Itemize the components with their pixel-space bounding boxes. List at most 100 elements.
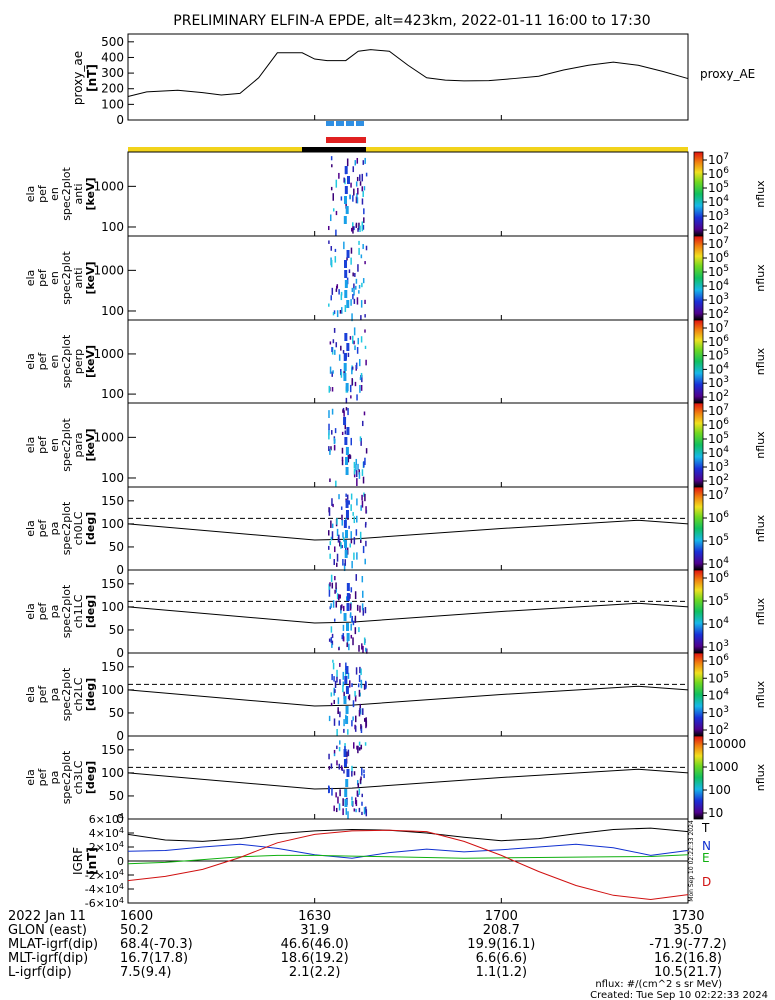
- spectrogram-pixel: [346, 603, 350, 611]
- spectrogram-pixel: [346, 769, 350, 777]
- spectrogram-pixel: [350, 182, 352, 188]
- spectrogram-pixel: [336, 562, 338, 567]
- footer-value: 50.2: [120, 923, 149, 938]
- spectrogram-pixel: [343, 520, 347, 528]
- spectrogram-pixel: [332, 312, 335, 316]
- spectrogram-pixel: [344, 280, 348, 288]
- spectrogram-pixel: [365, 720, 368, 727]
- spectrogram-pixel: [347, 672, 350, 679]
- y-tick-label: 100: [101, 304, 124, 318]
- spectrogram-pixel: [347, 454, 350, 463]
- y-tick-label: 50: [109, 623, 124, 637]
- spectrogram-pixel: [351, 615, 353, 622]
- spectrogram-pixel: [338, 594, 340, 601]
- loss-cone-solid: [127, 768, 689, 790]
- igrf-D-line: [127, 829, 689, 901]
- spectrogram-pixel: [359, 384, 361, 393]
- spectrogram-pixel: [343, 536, 345, 542]
- x-tick-label: 1630: [298, 909, 331, 924]
- spectrogram-pixel: [358, 284, 361, 289]
- spectrogram-pixel: [343, 196, 347, 204]
- y-tick-label: 0: [117, 855, 124, 868]
- y-axis-label: anti: [72, 267, 85, 288]
- spectrogram-pixel: [332, 600, 335, 608]
- spectrogram-pixel: [351, 378, 353, 386]
- spectrogram-pixel: [330, 692, 333, 697]
- spectrogram-pixel: [354, 345, 356, 351]
- spectrogram-pixel: [329, 214, 332, 222]
- spectrogram-pixel: [351, 796, 353, 801]
- spectrogram-pixel: [350, 587, 353, 593]
- spectrogram-pixel: [338, 720, 340, 726]
- spectrogram-pixel: [343, 719, 345, 727]
- spectrogram-pixel: [365, 359, 367, 366]
- spectrogram-pixel: [364, 314, 366, 318]
- spectrogram-pixel: [360, 300, 363, 308]
- y-axis-label: en: [48, 187, 61, 201]
- igrf-T-line: [127, 827, 689, 842]
- spectrogram-pixel: [348, 500, 350, 505]
- footer-row-label: 2022 Jan 11: [8, 909, 86, 924]
- spectrogram-pixel: [345, 706, 349, 714]
- spectrogram-pixel: [361, 494, 363, 501]
- spectrogram-pixel: [343, 373, 347, 381]
- colorbar: [693, 402, 704, 488]
- spectrogram-pixel: [339, 740, 341, 745]
- spectrogram-pixel: [333, 718, 336, 726]
- spectrogram-pixel: [344, 789, 348, 797]
- spectrogram-pixel: [349, 614, 352, 618]
- spectrogram-pixel: [352, 166, 355, 173]
- pa_ch3-panel: 0 50 100 150 ela pef pa spec2plot ch3LC [deg] 1000…: [24, 735, 767, 826]
- science-zone-blue: [326, 121, 334, 126]
- colorbar: [693, 151, 704, 237]
- spectrogram-pixel: [329, 366, 332, 374]
- spectrogram-pixel: [358, 627, 360, 633]
- spectrogram-pixel: [354, 695, 357, 702]
- y-axis-label: spec2plot: [60, 167, 73, 221]
- spectrogram-pixel: [341, 604, 343, 609]
- spectrogram-pixel: [343, 216, 347, 224]
- spectrogram-pixel: [364, 607, 367, 614]
- y-axis-label: ch2LC: [72, 677, 85, 711]
- spectrogram-pixel: [338, 494, 340, 500]
- spectrogram-pixel: [353, 327, 356, 336]
- colorbar-tick-label: 106: [708, 250, 729, 265]
- spectrogram-pixel: [360, 724, 362, 729]
- spectrogram-pixel: [357, 264, 359, 272]
- spectrogram-pixel: [333, 687, 335, 696]
- y-tick-label: 50: [109, 540, 124, 554]
- spectrogram-pixel: [352, 512, 354, 516]
- spectrogram-pixel: [363, 461, 365, 468]
- spectrogram-pixel: [335, 582, 337, 590]
- y-axis-label: ch0LC: [72, 511, 85, 545]
- spectrogram-pixel: [345, 467, 349, 475]
- panel-frame: [127, 652, 689, 737]
- y-axis-label: spec2plot: [60, 418, 73, 472]
- spectrogram-pixel: [334, 589, 336, 594]
- y-axis-label: spec2plot: [60, 667, 73, 721]
- spectrogram-pixel: [365, 506, 367, 514]
- spectrogram-pixel: [337, 796, 339, 804]
- colorbar-tick-label: 107: [708, 320, 729, 335]
- spectrogram-pixel: [357, 745, 359, 754]
- spectrogram-pixel: [356, 498, 358, 506]
- y-axis-label: anti: [72, 183, 85, 204]
- spectrogram-pixel: [335, 179, 338, 188]
- y-axis-label: [deg]: [84, 512, 97, 545]
- spectrogram-pixel: [363, 769, 365, 774]
- spectrogram-pixel: [333, 437, 336, 445]
- y-tick-label: 1000: [93, 263, 124, 277]
- y-tick-label: 400: [101, 50, 124, 64]
- spectrogram-pixel: [363, 807, 366, 815]
- spectrogram-pixel: [352, 294, 354, 300]
- spectrogram-pixel: [352, 222, 354, 227]
- y-axis-label: spec2plot: [60, 584, 73, 638]
- spectrogram-pixel: [346, 623, 350, 631]
- spectrogram-pixel: [340, 542, 342, 549]
- x-tick-label: 1730: [671, 909, 704, 924]
- spectrogram-pixel: [356, 297, 359, 305]
- spectrogram-pixel: [353, 226, 355, 231]
- spectrogram-pixel: [340, 605, 342, 611]
